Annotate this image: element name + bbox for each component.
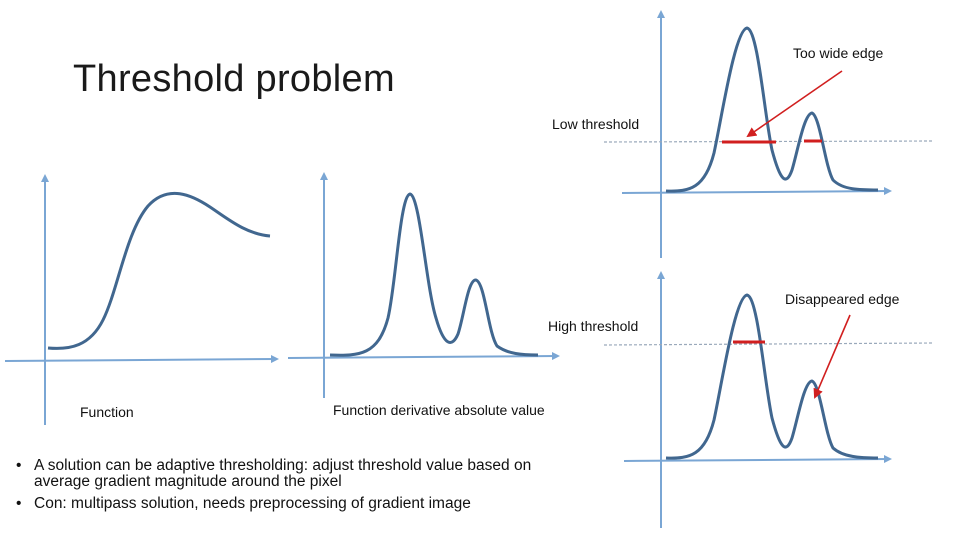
- derivative-curve: [329, 192, 539, 357]
- bullet-marker: •: [16, 457, 22, 474]
- bullet-text: Con: multipass solution, needs preproces…: [34, 495, 471, 512]
- slide-title: Threshold problem: [73, 58, 395, 100]
- bullet-list: • A solution can be adaptive thresholdin…: [14, 458, 574, 518]
- low-curve: [665, 26, 879, 193]
- derivative-x-axis: [287, 352, 560, 361]
- bullet-text: A solution can be adaptive thresholding:…: [34, 457, 532, 490]
- bullet-item: • A solution can be adaptive thresholdin…: [14, 458, 574, 490]
- function-panel: [4, 174, 279, 425]
- bullet-marker: •: [16, 495, 22, 512]
- low-x-axis: [621, 187, 892, 196]
- low-threshold-panel: [603, 10, 935, 258]
- function-curve: [47, 191, 271, 350]
- high-x-axis: [623, 455, 892, 464]
- bullet-item: • Con: multipass solution, needs preproc…: [14, 496, 574, 512]
- disappeared-edge-label: Disappeared edge: [785, 291, 900, 307]
- too-wide-edge-label: Too wide edge: [793, 45, 884, 61]
- high-threshold-line: [603, 342, 935, 346]
- high-threshold-label: High threshold: [548, 318, 639, 334]
- disappeared-arrow: [813, 314, 851, 399]
- function-x-axis: [4, 355, 279, 364]
- derivative-label: Function derivative absolute value: [333, 402, 545, 418]
- derivative-panel: [287, 172, 560, 398]
- high-curve: [665, 293, 879, 460]
- high-threshold-panel: [603, 271, 935, 528]
- low-threshold-label: Low threshold: [552, 116, 640, 132]
- too-wide-arrow: [746, 70, 843, 138]
- function-label: Function: [80, 404, 134, 420]
